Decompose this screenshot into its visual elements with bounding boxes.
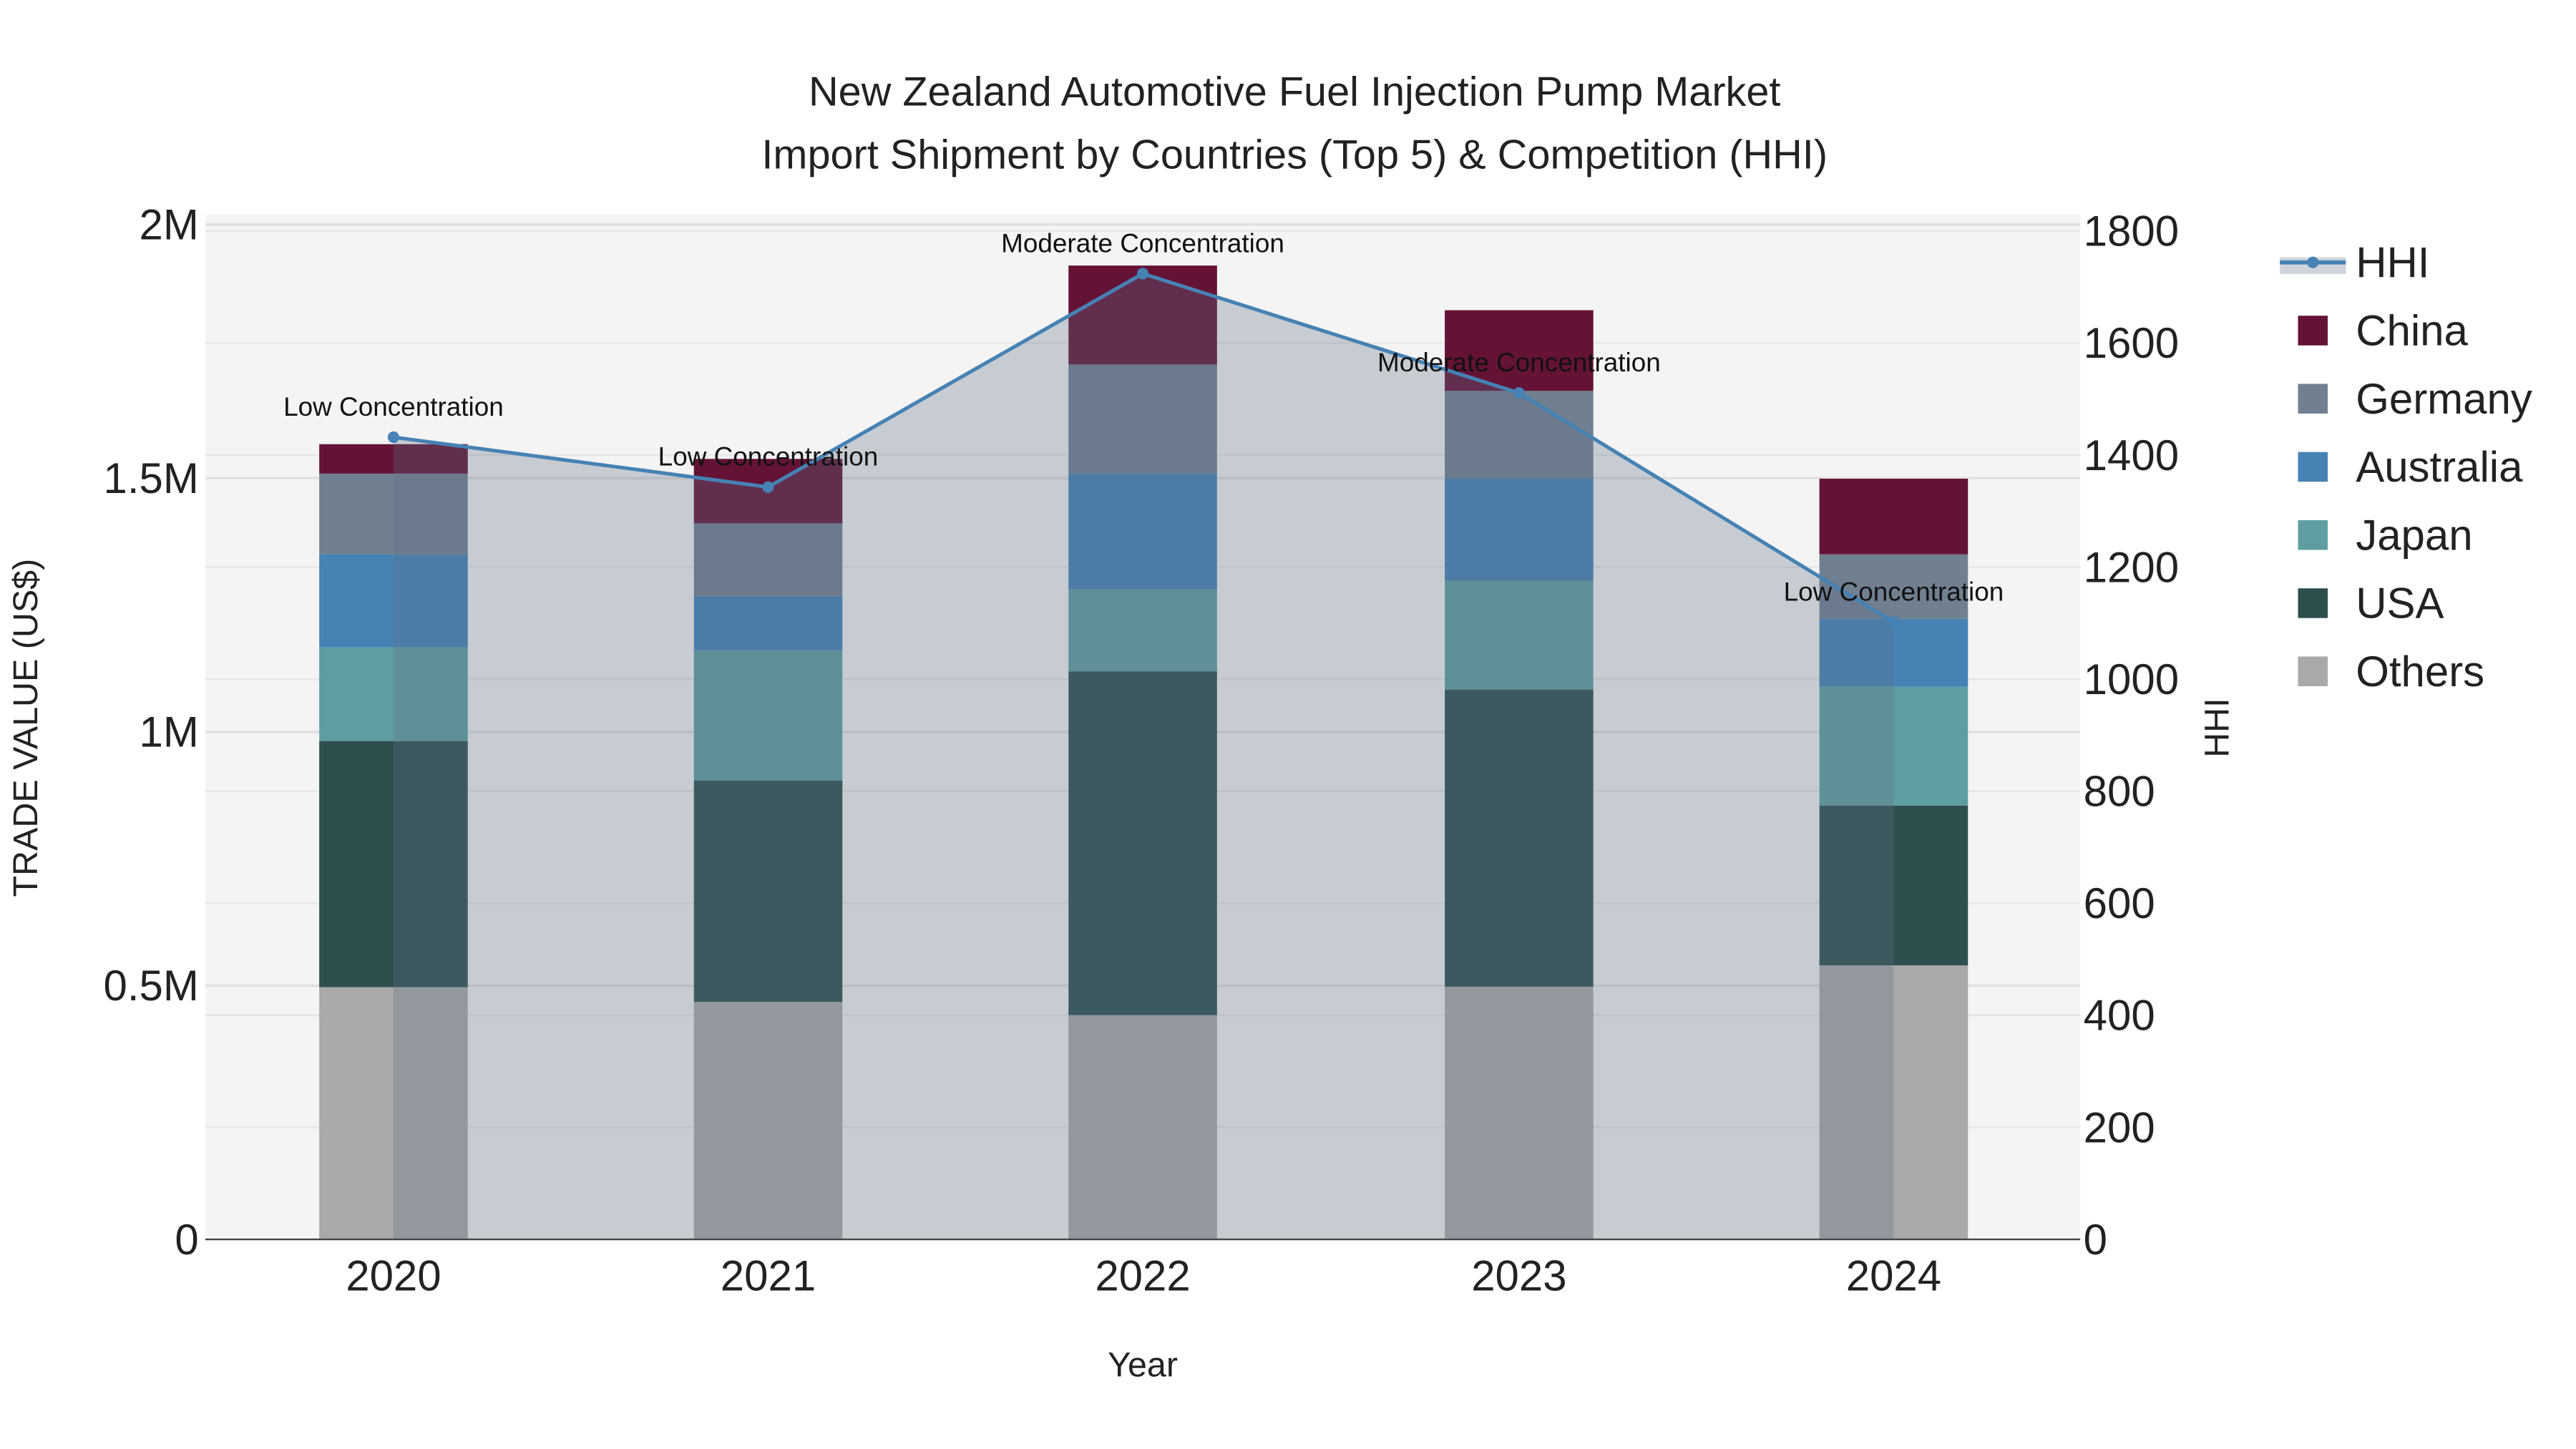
bar-australia-2020 — [319, 554, 468, 648]
chart-title-line1: New Zealand Automotive Fuel Injection Pu… — [809, 69, 1780, 115]
y-tick-label: 0 — [175, 1216, 198, 1264]
bar-australia-2021 — [693, 595, 843, 650]
y2-tick-label: 1800 — [2084, 208, 2179, 255]
legend-swatch-china — [2298, 316, 2328, 346]
bar-usa-2020 — [319, 741, 468, 987]
hhi-point-2020 — [387, 431, 400, 444]
x-axis-label: Year — [1108, 1346, 1178, 1385]
legend-label-usa: USA — [2356, 580, 2444, 628]
bar-australia-2022 — [1068, 473, 1217, 590]
hhi-point-2022 — [1136, 268, 1149, 280]
bar-others-2021 — [693, 1002, 843, 1240]
bar-germany-2023 — [1445, 391, 1594, 479]
bar-usa-2021 — [693, 780, 843, 1002]
bar-germany-2024 — [1819, 554, 1968, 619]
bar-china-2020 — [319, 444, 468, 474]
legend-label-others: Others — [2356, 648, 2484, 696]
y2-tick-label: 0 — [2084, 1216, 2107, 1264]
bar-usa-2023 — [1445, 690, 1594, 987]
y2-tick-label: 1200 — [2084, 543, 2179, 591]
x-tick-label-2020: 2020 — [346, 1252, 441, 1300]
bar-australia-2023 — [1445, 478, 1594, 581]
legend-swatch-germany — [2298, 384, 2328, 414]
y-tick-label: 1M — [139, 708, 198, 756]
x-tick-label-2022: 2022 — [1095, 1252, 1190, 1300]
legend-swatch-japan — [2298, 519, 2328, 550]
bar-others-2023 — [1445, 986, 1594, 1240]
x-tick-label-2021: 2021 — [721, 1252, 816, 1300]
legend-swatch-australia — [2298, 452, 2328, 482]
hhi-area — [393, 273, 1894, 1240]
y2-tick-label: 1400 — [2084, 431, 2179, 479]
bar-germany-2022 — [1068, 364, 1217, 474]
hhi-point-2024 — [1888, 616, 1900, 628]
bar-china-2022 — [1068, 265, 1217, 365]
x-tick-label-2024: 2024 — [1846, 1252, 1941, 1300]
bar-japan-2020 — [319, 647, 468, 741]
legend-label-japan: Japan — [2356, 511, 2472, 559]
hhi-annotation-2020: Low Concentration — [283, 392, 504, 421]
legend-label-china: China — [2356, 307, 2468, 355]
legend-label-australia: Australia — [2356, 443, 2523, 491]
y2-tick-label: 1600 — [2084, 319, 2179, 367]
legend-label-germany: Germany — [2356, 375, 2532, 423]
bar-others-2022 — [1068, 1015, 1217, 1240]
y2-tick-label: 1000 — [2084, 655, 2179, 703]
bar-japan-2021 — [693, 650, 843, 781]
hhi-annotation-2021: Low Concentration — [658, 442, 879, 472]
hhi-annotation-2022: Moderate Concentration — [1001, 228, 1284, 258]
bar-japan-2024 — [1819, 686, 1968, 806]
hhi-annotation-2023: Moderate Concentration — [1377, 348, 1661, 377]
hhi-annotation-2024: Low Concentration — [1784, 577, 2004, 606]
y-tick-label: 0.5M — [103, 962, 198, 1010]
bar-usa-2024 — [1819, 805, 1968, 966]
hhi-point-2021 — [762, 481, 774, 493]
legend-swatch-usa — [2298, 588, 2328, 618]
legend-hhi-marker — [2307, 256, 2319, 268]
y2-tick-label: 800 — [2084, 768, 2155, 816]
bar-japan-2023 — [1445, 580, 1594, 691]
y2-tick-label: 600 — [2084, 879, 2155, 927]
bar-germany-2020 — [319, 473, 468, 555]
bar-germany-2021 — [693, 523, 843, 596]
y2-axis-label: HHI — [2198, 698, 2237, 757]
legend-swatch-others — [2298, 656, 2328, 686]
chart-title-line2: Import Shipment by Countries (Top 5) & C… — [761, 132, 1828, 177]
y2-tick-label: 200 — [2084, 1103, 2155, 1151]
bar-china-2024 — [1819, 478, 1968, 555]
hhi-point-2023 — [1513, 387, 1525, 399]
x-tick-label-2023: 2023 — [1471, 1252, 1566, 1300]
bar-japan-2022 — [1068, 589, 1217, 672]
y-axis-label: TRADE VALUE (US$) — [6, 559, 45, 897]
bar-others-2024 — [1819, 965, 1968, 1240]
y-tick-label: 1.5M — [103, 454, 198, 502]
bar-australia-2024 — [1819, 618, 1968, 687]
bar-others-2020 — [319, 987, 468, 1240]
legend-label-hhi: HHI — [2356, 238, 2429, 286]
y2-tick-label: 400 — [2084, 992, 2155, 1040]
bar-usa-2022 — [1068, 671, 1217, 1015]
y-tick-label: 2M — [139, 200, 198, 248]
